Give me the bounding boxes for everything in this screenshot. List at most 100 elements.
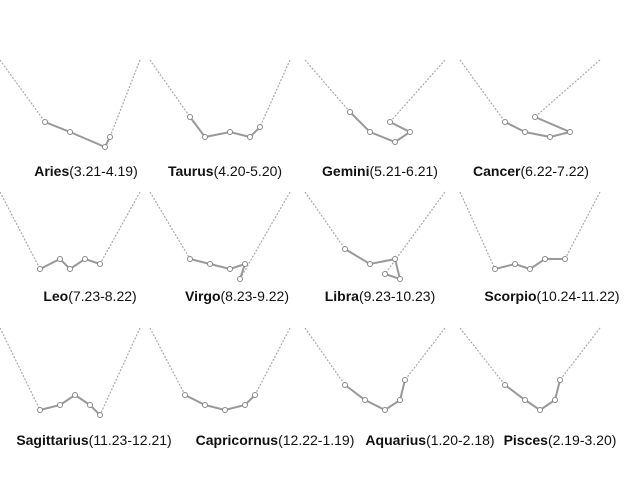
crystal <box>367 129 373 135</box>
necklace <box>149 191 291 282</box>
sign-dates: (5.21-6.21) <box>369 163 437 179</box>
chain <box>0 327 41 411</box>
sign-name: Libra <box>325 288 359 304</box>
sign-name: Capricornus <box>196 432 279 448</box>
crystal <box>222 407 228 413</box>
chain <box>99 327 141 416</box>
crystal <box>547 134 553 140</box>
chain <box>459 191 496 270</box>
sign-name: Virgo <box>185 288 221 304</box>
crystal <box>37 407 43 413</box>
chain <box>149 191 191 260</box>
crystal <box>562 256 568 262</box>
necklace <box>459 191 601 272</box>
sign-name: Gemini <box>322 163 369 179</box>
sign-name: Taurus <box>168 163 214 179</box>
crystal <box>227 129 233 135</box>
crystal <box>392 256 398 262</box>
caption: Pisces(2.19-3.20) <box>504 432 617 448</box>
chain <box>254 327 291 396</box>
chain <box>304 327 346 386</box>
sign-dates: (10.24-11.22) <box>537 288 620 304</box>
crystal <box>247 134 253 140</box>
chain <box>109 59 141 138</box>
pendant <box>189 116 261 139</box>
chain <box>459 327 506 386</box>
sign-dates: (11.23-12.21) <box>89 432 172 448</box>
chain <box>99 191 141 265</box>
caption: Taurus(4.20-5.20) <box>168 163 282 179</box>
pendant <box>504 116 574 139</box>
crystal <box>227 266 233 272</box>
crystal <box>367 261 373 267</box>
crystal <box>342 246 348 252</box>
crystal <box>342 382 348 388</box>
necklace <box>459 327 601 413</box>
sign-dates: (12.22-1.19) <box>278 432 354 448</box>
chain <box>259 59 291 128</box>
crystal <box>72 392 78 398</box>
crystal <box>407 129 413 135</box>
crystal <box>537 407 543 413</box>
sign-dates: (3.21-4.19) <box>69 163 137 179</box>
caption: Sagittarius(11.23-12.21) <box>16 432 171 448</box>
crystal <box>202 134 208 140</box>
sign-name: Pisces <box>504 432 549 448</box>
crystal <box>107 134 113 140</box>
sign-dates: (9.23-10.23) <box>359 288 435 304</box>
pendant <box>349 111 412 144</box>
crystal <box>502 119 508 125</box>
crystal <box>102 144 108 150</box>
caption: Aquarius(1.20-2.18) <box>365 432 494 448</box>
necklace <box>304 191 446 282</box>
chain <box>534 59 601 118</box>
crystal <box>42 119 48 125</box>
crystal <box>97 412 103 418</box>
caption: Cancer(6.22-7.22) <box>473 163 589 179</box>
crystal <box>527 266 533 272</box>
crystal <box>37 266 43 272</box>
crystal <box>492 266 498 272</box>
crystal <box>392 139 398 145</box>
crystal <box>187 114 193 120</box>
crystal <box>397 397 403 403</box>
chain <box>149 59 191 118</box>
crystal <box>182 392 188 398</box>
crystal <box>552 397 558 403</box>
sign-dates: (4.20-5.20) <box>214 163 282 179</box>
crystal <box>67 129 73 135</box>
caption: Virgo(8.23-9.22) <box>185 288 289 304</box>
crystal <box>57 256 63 262</box>
chain <box>0 59 46 123</box>
crystal <box>202 402 208 408</box>
crystal <box>187 256 193 262</box>
sign-dates: (2.19-3.20) <box>548 432 616 448</box>
crystal <box>87 402 93 408</box>
pendant <box>344 379 406 412</box>
caption: Scorpio(10.24-11.22) <box>484 288 619 304</box>
necklace <box>459 59 601 140</box>
crystal <box>567 129 573 135</box>
crystal <box>382 271 388 277</box>
crystal <box>207 261 213 267</box>
pendant <box>504 379 561 412</box>
crystal <box>402 377 408 383</box>
sign-dates: (8.23-9.22) <box>221 288 289 304</box>
crystal <box>522 397 528 403</box>
sign-dates: (6.22-7.22) <box>520 163 588 179</box>
chain <box>559 327 601 381</box>
chain <box>459 59 506 123</box>
sign-dates: (1.20-2.18) <box>426 432 494 448</box>
pendant <box>44 121 111 149</box>
chain <box>404 327 446 381</box>
chain <box>239 191 291 280</box>
caption: Gemini(5.21-6.21) <box>322 163 438 179</box>
crystal <box>387 119 393 125</box>
crystal <box>512 261 518 267</box>
crystal <box>257 124 263 130</box>
crystal <box>362 397 368 403</box>
crystal <box>242 402 248 408</box>
crystal <box>67 266 73 272</box>
crystal <box>242 261 248 267</box>
